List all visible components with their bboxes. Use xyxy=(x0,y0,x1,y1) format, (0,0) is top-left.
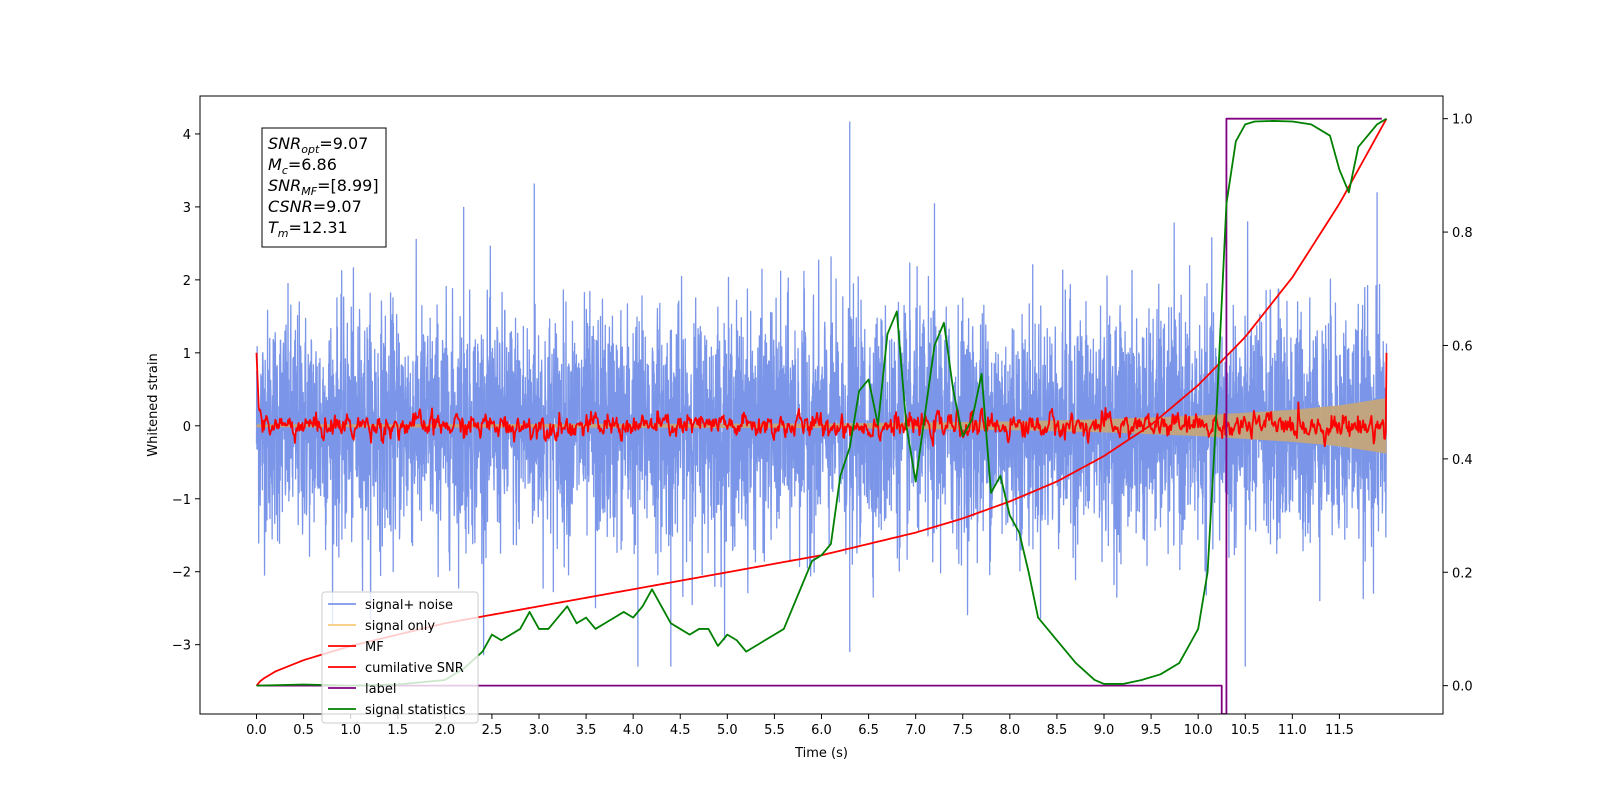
annotation-line: SNRMF=[8.99] xyxy=(268,176,379,198)
x-tick-label: 6.0 xyxy=(811,723,832,738)
legend-entry-label: signal statistics xyxy=(365,703,466,718)
x-tick-label: 10.5 xyxy=(1231,723,1260,738)
x-tick-label: 5.0 xyxy=(717,723,738,738)
x-tick-label: 8.0 xyxy=(999,723,1020,738)
y-right-tick-label: 1.0 xyxy=(1452,113,1473,128)
series-label-line xyxy=(256,117,1382,714)
y-left-tick-label: 1 xyxy=(183,347,191,362)
y-left-tick-label: −3 xyxy=(172,639,191,654)
annotation-line: Tm=12.31 xyxy=(268,218,348,240)
x-tick-label: 6.5 xyxy=(858,723,879,738)
x-tick-label: 0.5 xyxy=(293,723,314,738)
x-tick-label: 2.5 xyxy=(482,723,503,738)
legend-frame xyxy=(321,591,479,724)
y-left-tick-label: 2 xyxy=(183,274,191,289)
x-tick-label: 3.5 xyxy=(576,723,597,738)
series-signal-statistics-line xyxy=(256,117,1387,687)
x-tick-label: 4.0 xyxy=(623,723,644,738)
annotation-line: Mc=6.86 xyxy=(268,155,337,177)
x-tick-label: 7.5 xyxy=(952,723,973,738)
y-left-tick-label: −2 xyxy=(172,566,191,581)
x-tick-label: 7.0 xyxy=(905,723,926,738)
x-axis-title: Time (s) xyxy=(794,746,848,761)
x-tick-label: 2.0 xyxy=(434,723,455,738)
x-tick-label: 1.5 xyxy=(387,723,408,738)
x-tick-label: 1.0 xyxy=(340,723,361,738)
x-tick-label: 9.5 xyxy=(1141,723,1162,738)
x-tick-label: 0.0 xyxy=(246,723,267,738)
x-tick-label: 3.0 xyxy=(529,723,550,738)
y-right-tick-label: 0.2 xyxy=(1452,566,1473,581)
legend-entry-label: MF xyxy=(365,640,384,655)
x-tick-label: 4.5 xyxy=(670,723,691,738)
y-right-tick-label: 0.0 xyxy=(1452,680,1473,695)
y-left-tick-label: 0 xyxy=(183,420,191,435)
y-left-tick-label: 4 xyxy=(183,128,191,143)
legend-entry-label: signal only xyxy=(365,619,435,634)
legend-entry-label: signal+ noise xyxy=(365,598,453,613)
annotation-frame xyxy=(261,127,387,248)
y-axis-title: Whitened strain xyxy=(146,353,161,456)
series-signal-noise-line xyxy=(255,121,1388,667)
x-tick-label: 8.5 xyxy=(1047,723,1068,738)
series-mf-line xyxy=(255,352,1388,448)
annotation-line: SNRopt=9.07 xyxy=(268,134,368,156)
y-left-tick-label: 3 xyxy=(183,201,191,216)
y-right-tick-label: 0.6 xyxy=(1452,339,1473,354)
x-tick-label: 11.0 xyxy=(1278,723,1307,738)
y-right-tick-label: 0.4 xyxy=(1452,453,1473,468)
x-tick-label: 9.0 xyxy=(1094,723,1115,738)
axes: 0.0 0.5 1.0 1.5 2.0 2.5 3.0 3.5 4.0 4.5 5.0 5.5 6.0 6… xyxy=(146,95,1473,761)
y-left-tick-label: −1 xyxy=(172,493,191,508)
legend-entry-label: cumilative SNR xyxy=(365,661,464,676)
x-tick-label: 11.5 xyxy=(1325,723,1354,738)
annotation-line: CSNR=9.07 xyxy=(268,197,362,216)
x-tick-label: 5.5 xyxy=(764,723,785,738)
x-tick-label: 10.0 xyxy=(1184,723,1213,738)
plot-area xyxy=(255,117,1388,714)
y-right-tick-label: 0.8 xyxy=(1452,226,1473,241)
legend: signal+ noise signal only MF cumilative SNR… xyxy=(321,591,479,724)
legend-entry-label: label xyxy=(365,682,396,697)
